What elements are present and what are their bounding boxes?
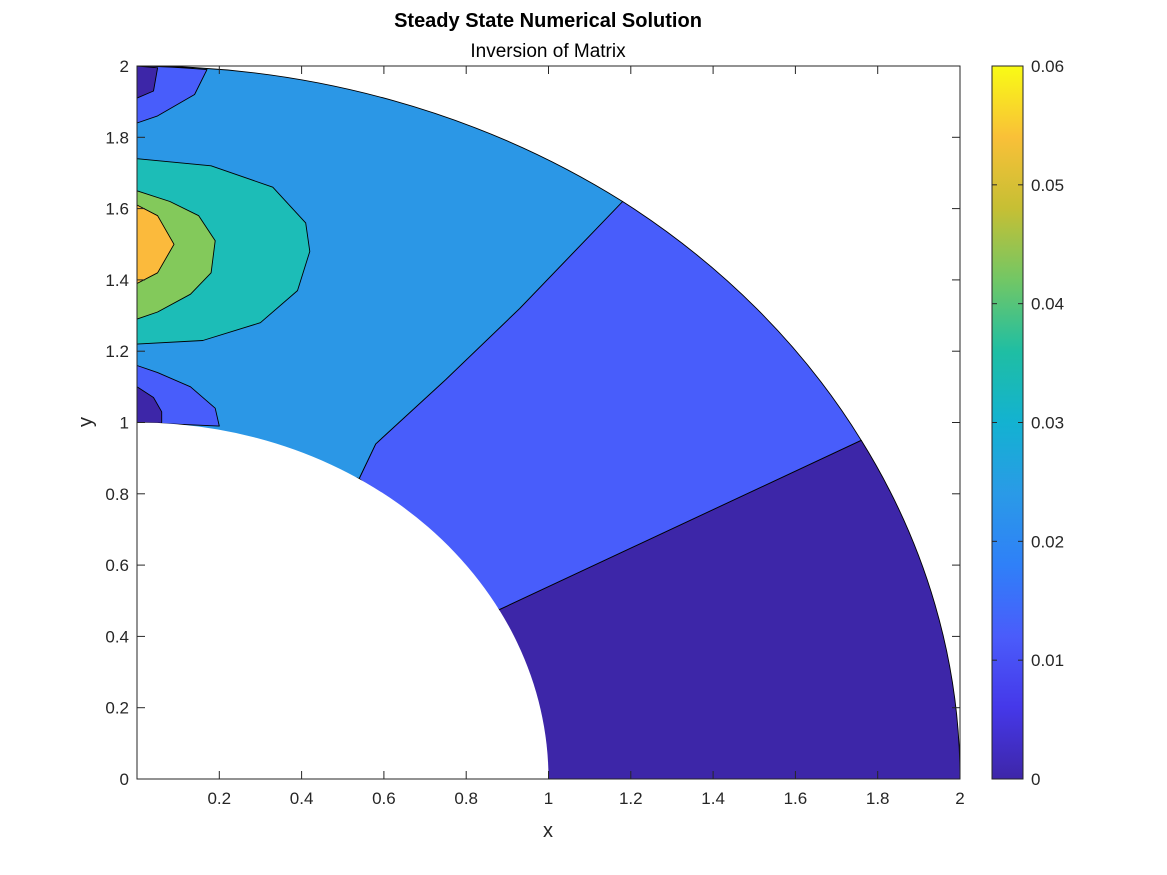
colorbar-tick-label: 0 bbox=[1031, 770, 1040, 789]
y-tick-label: 1 bbox=[120, 414, 129, 433]
colorbar-tick-label: 0.01 bbox=[1031, 651, 1064, 670]
x-tick-label: 1.4 bbox=[701, 789, 725, 808]
y-tick-label: 1.4 bbox=[105, 271, 129, 290]
inner-hole bbox=[137, 422, 549, 779]
x-axis-label: x bbox=[543, 820, 553, 842]
contour-regions bbox=[136, 65, 961, 780]
y-tick-label: 1.6 bbox=[105, 200, 129, 219]
colorbar-tick-label: 0.05 bbox=[1031, 176, 1064, 195]
colorbar-tick-label: 0.02 bbox=[1031, 532, 1064, 551]
y-tick-label: 0.2 bbox=[105, 699, 129, 718]
y-tick-label: 0.6 bbox=[105, 556, 129, 575]
y-tick-label: 0 bbox=[120, 770, 129, 789]
x-tick-label: 1.6 bbox=[784, 789, 808, 808]
x-tick-label: 1.8 bbox=[866, 789, 890, 808]
plot-area: 0.2 0.4 0.6 0.8 1 1.2 1.4 1.6 1.8 2 0 0.2 0.4 0.6 0.8… bbox=[105, 57, 964, 808]
x-tick-label: 1.2 bbox=[619, 789, 643, 808]
y-axis-ticks: 0 0.2 0.4 0.6 0.8 1 1.2 1.4 1.6 1.8 2 bbox=[105, 57, 960, 789]
colorbar-ticks: 0 0.01 0.02 0.03 0.04 0.05 0.06 bbox=[992, 57, 1064, 789]
x-tick-label: 1 bbox=[544, 789, 553, 808]
y-tick-label: 0.4 bbox=[105, 627, 129, 646]
y-axis-label: y bbox=[75, 417, 97, 427]
contour-region-level-2 bbox=[136, 65, 624, 479]
x-tick-label: 2 bbox=[955, 789, 964, 808]
x-axis-ticks: 0.2 0.4 0.6 0.8 1 1.2 1.4 1.6 1.8 2 bbox=[207, 66, 965, 808]
inner-hole-mask bbox=[137, 422, 549, 779]
colorbar-tick-label: 0.03 bbox=[1031, 414, 1064, 433]
chart-title: Steady State Numerical Solution bbox=[394, 10, 702, 32]
colorbar-tick-label: 0.06 bbox=[1031, 57, 1064, 76]
colorbar-tick-label: 0.04 bbox=[1031, 295, 1064, 314]
y-tick-label: 0.8 bbox=[105, 485, 129, 504]
y-tick-label: 1.2 bbox=[105, 342, 129, 361]
y-tick-label: 2 bbox=[120, 57, 129, 76]
colorbar: 0 0.01 0.02 0.03 0.04 0.05 0.06 bbox=[991, 57, 1064, 789]
chart-subtitle: Inversion of Matrix bbox=[470, 41, 626, 62]
y-tick-label: 1.8 bbox=[105, 128, 129, 147]
x-tick-label: 0.2 bbox=[207, 789, 231, 808]
x-tick-label: 0.8 bbox=[454, 789, 478, 808]
x-tick-label: 0.6 bbox=[372, 789, 396, 808]
x-tick-label: 0.4 bbox=[290, 789, 314, 808]
